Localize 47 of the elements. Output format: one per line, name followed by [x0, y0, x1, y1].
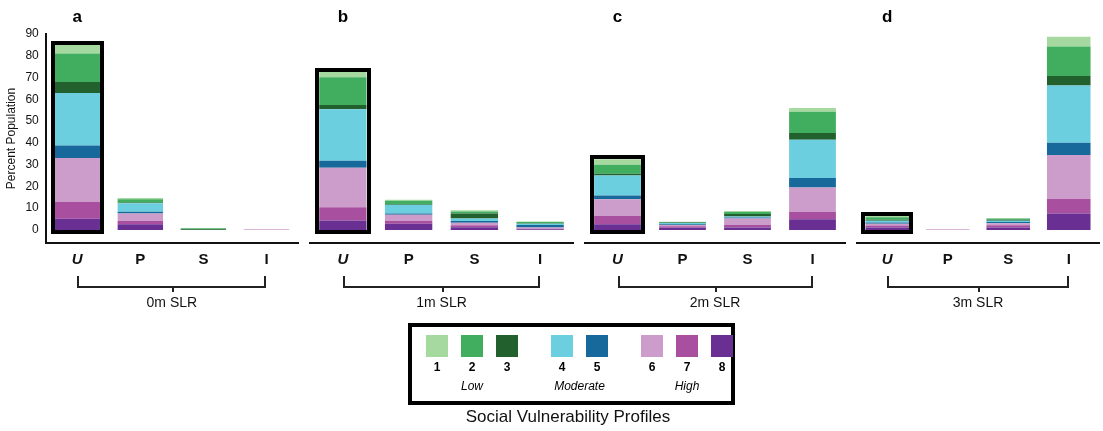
y-tick-label: 60	[25, 91, 40, 106]
x-tick-label: S	[742, 250, 753, 268]
x-axis-title: 1m SLR	[415, 294, 468, 310]
x-tick-label: S	[198, 250, 209, 268]
x-tick-label: P	[135, 250, 146, 268]
x-tick-label: U	[337, 250, 350, 268]
text: High	[673, 379, 701, 393]
x-tick-label: I	[264, 250, 269, 268]
text: Low	[460, 379, 485, 393]
x-tick-label: I	[1066, 250, 1071, 268]
x-tick-label: S	[1003, 250, 1014, 268]
x-axis-title: 3m SLR	[951, 294, 1005, 310]
x-tick-label: U	[71, 250, 84, 268]
y-tick-label: 90	[25, 26, 40, 41]
x-tick-label: P	[403, 250, 414, 268]
x-tick-label: S	[469, 250, 480, 268]
y-tick-label: 70	[25, 69, 40, 84]
legend-label: 5	[592, 360, 602, 374]
y-tick-label: 50	[25, 113, 40, 128]
text: Moderate	[553, 379, 606, 393]
legend-label: 6	[647, 360, 657, 374]
y-tick-label: 40	[25, 135, 40, 150]
legend-label: 1	[432, 360, 442, 374]
x-tick-label: U	[612, 250, 625, 268]
x-tick-label: P	[942, 250, 953, 268]
x-tick-label: P	[677, 250, 688, 268]
chart-title: d	[882, 7, 893, 26]
legend-label: 7	[682, 360, 692, 374]
x-tick-label: I	[538, 250, 543, 268]
legend-label: 3	[502, 360, 512, 374]
y-tick-label: 30	[25, 156, 40, 171]
legend-title: Social Vulnerability Profiles	[464, 407, 672, 427]
chart-title: b	[337, 7, 349, 26]
y-tick-label: 20	[25, 178, 40, 193]
legend-label: 2	[467, 360, 477, 374]
legend-label: 8	[717, 360, 727, 374]
y-tick-label: 80	[25, 48, 40, 63]
x-tick-label: I	[810, 250, 815, 268]
chart-title: a	[72, 7, 83, 26]
x-axis-title: 2m SLR	[688, 294, 742, 310]
chart-title: c	[612, 7, 623, 26]
x-axis-title: 0m SLR	[145, 294, 199, 310]
y-axis-title: Percent Population	[3, 87, 18, 190]
y-tick-label: 10	[25, 200, 40, 215]
legend-label: 4	[557, 360, 567, 374]
y-tick-label: 0	[32, 222, 40, 237]
x-tick-label: U	[881, 250, 894, 268]
